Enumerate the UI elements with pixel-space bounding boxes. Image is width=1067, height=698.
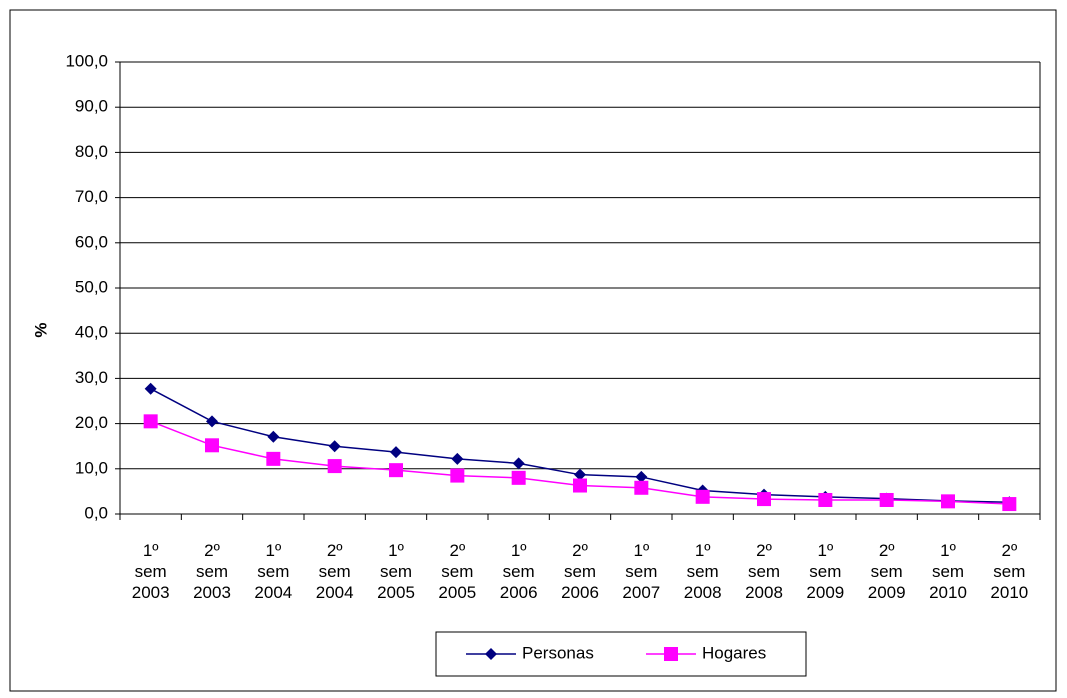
x-tick-label: 1º sem 2009 — [806, 541, 844, 602]
data-point — [390, 446, 402, 459]
data-point — [450, 468, 465, 483]
data-point — [1002, 497, 1017, 512]
data-point — [327, 459, 342, 474]
y-tick-label: 30,0 — [75, 368, 108, 387]
data-point — [879, 492, 894, 507]
y-tick-label: 100,0 — [65, 51, 108, 70]
data-point — [512, 457, 525, 470]
data-point — [573, 478, 587, 493]
x-tick-label: 2º sem 2005 — [438, 541, 476, 602]
y-tick-label: 80,0 — [75, 142, 108, 161]
data-point — [328, 440, 341, 453]
chart-border — [9, 9, 1057, 692]
x-tick-label: 1º sem 2005 — [377, 541, 415, 602]
data-point — [635, 470, 648, 483]
y-tick-label: 20,0 — [75, 413, 108, 432]
y-tick-label: 70,0 — [75, 187, 108, 206]
x-tick-label: 2º sem 2003 — [193, 541, 231, 602]
legend-label: Hogares — [702, 643, 766, 662]
y-axis-label: % — [31, 322, 50, 337]
data-point — [574, 468, 586, 481]
data-point — [389, 463, 403, 478]
y-tick-label: 0,0 — [84, 503, 108, 522]
data-point — [267, 430, 280, 443]
x-tick-label: 1º sem 2004 — [254, 541, 292, 602]
legend-marker — [485, 648, 497, 660]
data-point — [634, 480, 649, 495]
data-point — [511, 470, 526, 485]
data-point — [695, 489, 710, 504]
data-point — [941, 494, 955, 509]
y-tick-label: 50,0 — [75, 277, 108, 296]
legend-marker — [664, 647, 678, 661]
x-tick-label: 1º sem 2010 — [929, 541, 967, 602]
y-tick-label: 60,0 — [75, 232, 108, 251]
data-point — [818, 492, 833, 507]
data-point — [144, 382, 157, 395]
x-tick-label: 2º sem 2008 — [745, 541, 783, 602]
legend-label: Personas — [522, 643, 594, 662]
x-tick-label: 1º sem 2007 — [622, 541, 660, 602]
x-tick-label: 2º sem 2006 — [561, 541, 599, 602]
x-tick-label: 1º sem 2003 — [132, 541, 170, 602]
x-tick-label: 1º sem 2006 — [500, 541, 538, 602]
data-point — [451, 452, 464, 465]
y-tick-label: 90,0 — [75, 97, 108, 116]
data-point — [206, 415, 218, 428]
data-point — [266, 451, 281, 466]
x-tick-label: 1º sem 2008 — [684, 541, 722, 602]
y-tick-label: 40,0 — [75, 323, 108, 342]
x-tick-label: 2º sem 2004 — [316, 541, 354, 602]
data-point — [205, 438, 219, 453]
data-point — [143, 414, 158, 429]
x-tick-label: 2º sem 2009 — [868, 541, 906, 602]
y-tick-label: 10,0 — [75, 458, 108, 477]
data-point — [757, 492, 771, 507]
x-tick-label: 2º sem 2010 — [990, 541, 1028, 602]
